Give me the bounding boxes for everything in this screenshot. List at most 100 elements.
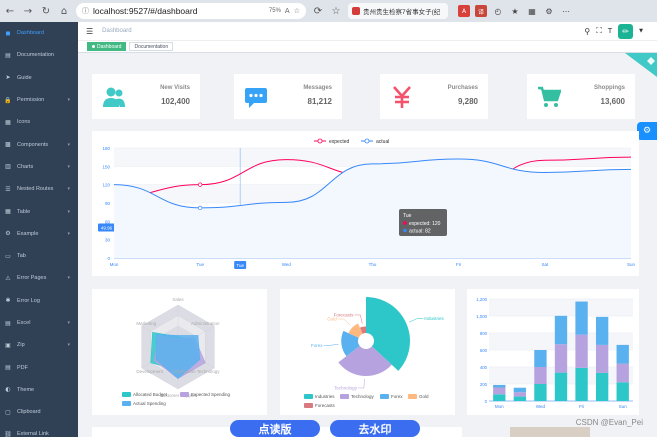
settings-gear-icon[interactable]: ⚙ (637, 122, 657, 140)
avatar[interactable]: ✏ (618, 23, 634, 39)
legend-swatch (304, 394, 313, 399)
guide-icon: ➤ (5, 74, 11, 82)
address-bar[interactable]: ⓘ localhost:9527/#/dashboard 75% A ☆ (76, 3, 306, 19)
stat-card-new-visits[interactable]: New Visits 102,400 (92, 74, 200, 119)
pie-label: Technology (334, 385, 358, 390)
sidebar-item-label: External Link (17, 431, 49, 437)
sidebar-item-external-link[interactable]: ⛓ External Link (0, 423, 78, 437)
card-value: 13,600 (600, 97, 625, 106)
pdf-extension-icon[interactable]: A (458, 5, 470, 17)
stat-card-purchases[interactable]: Purchases 9,280 (380, 74, 488, 119)
bar-pageB-thu (554, 344, 568, 373)
y-tick-label: 200 (480, 382, 488, 387)
refresh-page-icon[interactable]: ⟳ (313, 5, 323, 17)
sidebar-item-label: Zip (17, 342, 25, 349)
github-corner-icon[interactable] (625, 53, 657, 77)
table-icon: ▦ (5, 208, 11, 216)
bar-pageA-mon (493, 394, 506, 401)
sidebar-item-error-pages[interactable]: ⚠ Error Pages ▾ (0, 267, 78, 289)
chevron-down-icon[interactable]: ▼ (639, 28, 643, 34)
sidebar-item-pdf[interactable]: ▤ PDF (0, 356, 78, 378)
legend-swatch (408, 394, 417, 399)
read-mode-button[interactable]: 点读版 (230, 420, 320, 437)
search-icon[interactable]: ⚲ (584, 26, 591, 36)
reload-icon[interactable]: ↻ (41, 5, 51, 17)
radar-indicator-label: Administration (191, 321, 220, 326)
read-mode-icon[interactable]: A (284, 7, 290, 15)
stat-card-messages[interactable]: Messages 81,212 (234, 74, 342, 119)
legend-label: Forecasts (315, 403, 336, 408)
tag-dashboard[interactable]: Dashboard (87, 42, 127, 51)
bar-pageC-wed (534, 350, 547, 367)
browser-tab[interactable]: 贵州贵生检察7省事女子(纪 (348, 3, 448, 19)
pie-label: Forecasts (334, 312, 355, 317)
sidebar-item-example[interactable]: ⚙ Example ▾ (0, 223, 78, 245)
line-chart-panel: 0 30 60 90 120 150 180 Mon Tue Wed Thu Fri Sat Sun 49.… (92, 131, 639, 276)
bookmark-star-icon[interactable]: ☆ (293, 7, 300, 15)
card-label: Shoppings (594, 85, 625, 91)
history-icon[interactable]: ◴ (494, 6, 502, 16)
people-icon (102, 85, 126, 109)
sidebar-item-label: Clipboard (17, 409, 41, 416)
tab-title: 贵州贵生检察7省事女子(纪 (363, 9, 441, 16)
fullscreen-icon[interactable]: ⛶ (596, 26, 602, 35)
sidebar-item-permission[interactable]: 🔒 Permission ▾ (0, 89, 78, 111)
stat-card-shoppings[interactable]: Shoppings 13,600 (527, 74, 635, 119)
sidebar-item-table[interactable]: ▦ Table ▾ (0, 200, 78, 222)
actual-point (198, 205, 203, 211)
home-icon[interactable]: ⌂ (60, 5, 68, 17)
pie-slice-gold (348, 323, 363, 338)
sidebar-item-nested-routes[interactable]: ☰ Nested Routes ▾ (0, 178, 78, 200)
bar-pageC-sat (595, 316, 609, 345)
bar-pageB-sat (595, 344, 609, 373)
bar-pageA-sun (616, 382, 629, 401)
legend-swatch (180, 392, 189, 397)
sidebar-item-documentation[interactable]: ▤ Documentation (0, 44, 78, 66)
chevron-down-icon: ▾ (67, 208, 70, 215)
hamburger-icon[interactable]: ☰ (86, 26, 94, 36)
sidebar-item-clipboard[interactable]: ▢ Clipboard (0, 401, 78, 423)
sidebar-item-dashboard[interactable]: ◼ Dashboard (0, 22, 78, 44)
sidebar-item-tab[interactable]: ▭ Tab (0, 245, 78, 267)
remove-watermark-button[interactable]: 去水印 (330, 420, 420, 437)
translate-extension-icon[interactable]: 译 (475, 5, 487, 17)
tab-favicon (352, 7, 360, 15)
sidebar-item-components[interactable]: ▩ Components ▾ (0, 133, 78, 155)
link-icon: ⛓ (4, 430, 12, 437)
bar-chart: 0 200 400 600 800 1,000 1,200 Mon Wed Fri Sun (476, 297, 633, 409)
radar-chart: Sales Administration Information Technolog… (122, 297, 231, 406)
collections-icon[interactable]: ▦ (528, 6, 536, 16)
url-text: localhost:9527/#/dashboard (93, 6, 198, 16)
sidebar-item-theme[interactable]: ◐ Theme (0, 379, 78, 401)
back-icon[interactable]: ← (5, 5, 15, 17)
favorites-icon[interactable]: ☆ (331, 5, 341, 17)
sidebar-item-charts[interactable]: ▥ Charts ▾ (0, 156, 78, 178)
legend-label: Allocated Budget (133, 392, 168, 397)
sidebar-item-excel[interactable]: ▤ Excel ▾ (0, 312, 78, 334)
sidebar-item-icons[interactable]: ▦ Icons (0, 111, 78, 133)
pie-label-line (354, 314, 363, 324)
card-label: Messages (303, 85, 332, 91)
y-tick-label: 1,200 (476, 297, 487, 302)
sidebar-item-error-log[interactable]: ✱ Error Log (0, 290, 78, 312)
bar-pageB-wed (534, 367, 547, 384)
radar-indicator-label: Information Technology (173, 369, 220, 374)
sidebar-item-guide[interactable]: ➤ Guide (0, 67, 78, 89)
chevron-down-icon: ▾ (67, 141, 70, 148)
tag-documentation[interactable]: Documentation (129, 42, 174, 51)
sidebar-item-zip[interactable]: ▣ Zip ▾ (0, 334, 78, 356)
extensions-icon[interactable]: ⚙ (545, 6, 553, 16)
more-icon[interactable]: ⋯ (562, 6, 570, 16)
bookmarks-icon[interactable]: ★ (511, 6, 519, 16)
bar-pageA-fri (575, 367, 588, 401)
tab-icon: ▭ (5, 252, 11, 260)
x-tick-label: Sun (627, 262, 636, 267)
forward-icon[interactable]: → (23, 5, 33, 17)
tooltip-box (399, 209, 447, 236)
sidebar-item-label: Permission (17, 97, 45, 104)
example-icon: ⚙ (5, 230, 11, 238)
size-select-icon[interactable]: T (607, 27, 613, 35)
card-label: New Visits (160, 85, 190, 91)
sidebar-item-label: Charts (17, 163, 34, 170)
radar-chart-panel: Sales Administration Information Technolog… (92, 289, 267, 415)
